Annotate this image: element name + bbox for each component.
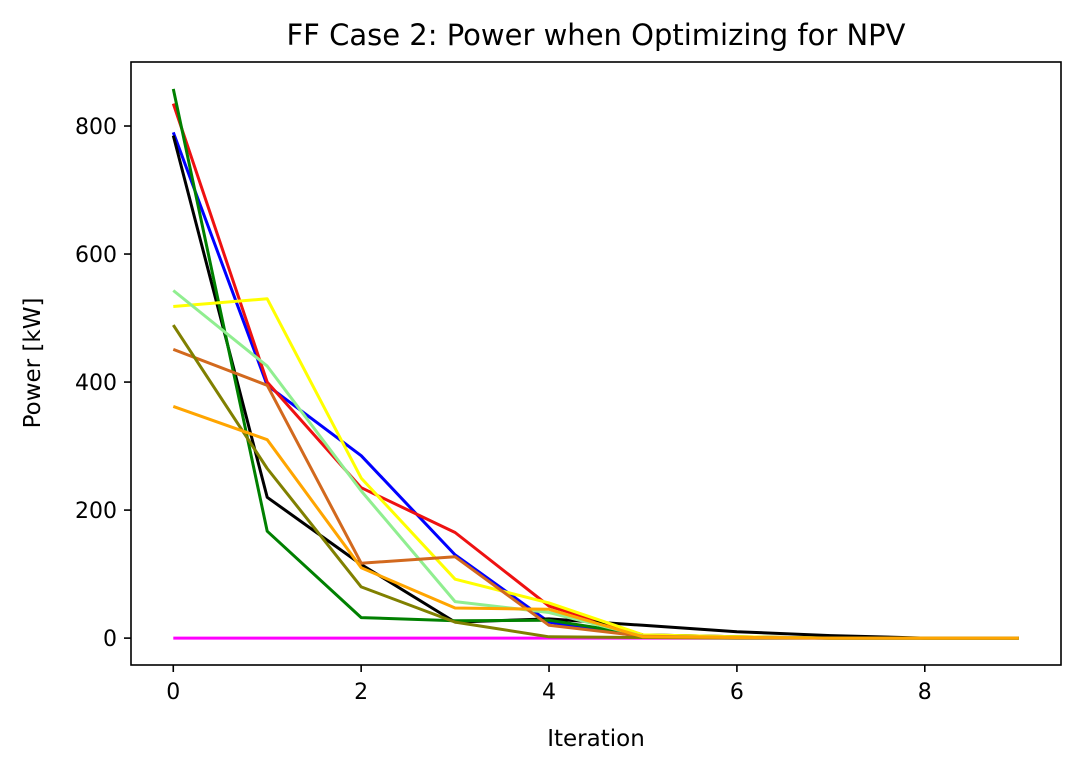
x-tick-label: 8 (918, 680, 932, 705)
series-line-3 (171, 103, 1019, 640)
y-tick-label: 200 (75, 499, 117, 524)
x-tick-label: 4 (542, 680, 556, 705)
series-line-8 (172, 347, 1019, 640)
x-tick-label: 0 (166, 680, 180, 705)
y-tick-label: 400 (75, 371, 117, 396)
y-axis: 0 200 400 600 800 (75, 115, 131, 652)
x-tick-label: 2 (354, 680, 368, 705)
series-line-7 (172, 289, 1019, 640)
chart-title: FF Case 2: Power when Optimizing for NPV (286, 18, 905, 52)
x-axis-label: Iteration (547, 726, 645, 752)
y-axis-label: Power [kW] (20, 298, 46, 429)
x-tick-label: 6 (730, 680, 744, 705)
plot-frame (130, 61, 1062, 666)
y-tick-label: 800 (75, 115, 117, 140)
y-tick-label: 600 (75, 243, 117, 268)
y-tick-label: 0 (103, 627, 117, 652)
series-layer (171, 88, 1019, 640)
series-line-9 (172, 324, 1019, 640)
x-axis: 0 2 4 6 8 (166, 665, 932, 705)
series-line-10 (172, 404, 1019, 640)
series-line-6 (173, 297, 1019, 640)
